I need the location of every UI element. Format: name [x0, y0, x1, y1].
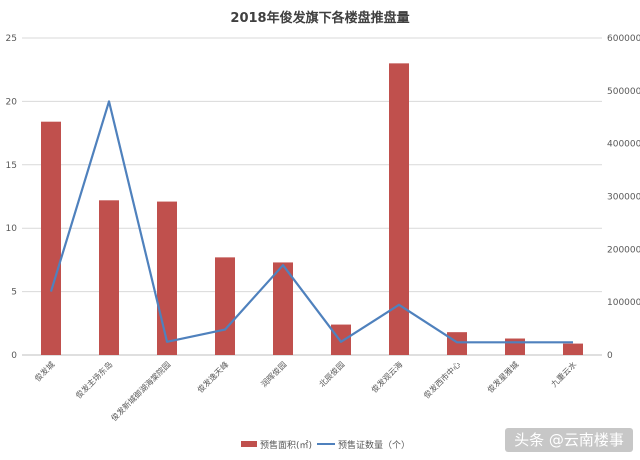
bar: [215, 257, 235, 355]
legend-line-label: 预售证数量（个）: [338, 439, 410, 451]
left-tick-label: 0: [11, 351, 17, 361]
left-tick-label: 15: [6, 161, 17, 171]
left-axis: 0 5 10 15 20 25: [6, 34, 18, 361]
bar: [41, 121, 61, 355]
category-label: 北辰俊园: [317, 359, 347, 389]
bar-series: [41, 63, 583, 356]
left-tick-label: 5: [11, 288, 17, 298]
category-label: 俊发新城御湖海棠院园: [109, 359, 173, 423]
right-axis: 0 100000 200000 300000 400000 500000 600000: [607, 34, 640, 361]
category-label: 九重云水: [549, 359, 579, 389]
chart-title: 2018年俊发旗下各楼盘推盘量: [230, 10, 409, 26]
left-tick-label: 10: [6, 224, 18, 234]
right-tick-label: 400000: [607, 140, 640, 150]
watermark-background: [505, 428, 633, 452]
legend-bar-label: 预售面积(㎡): [260, 439, 312, 451]
bar: [447, 332, 467, 355]
bar: [99, 200, 119, 355]
right-tick-label: 600000: [607, 34, 640, 44]
category-label: 俊发观云海: [369, 359, 404, 394]
bar: [331, 324, 351, 355]
right-tick-label: 500000: [607, 87, 640, 97]
bar: [505, 338, 525, 355]
bar: [273, 262, 293, 355]
category-label: 俊发西市中心: [421, 359, 462, 400]
category-label: 俊发主场东岛: [73, 359, 114, 400]
series-line: [49, 100, 573, 344]
right-tick-label: 300000: [607, 193, 640, 203]
legend-bar-swatch: [241, 441, 257, 447]
right-tick-label: 100000: [607, 298, 640, 308]
left-tick-label: 20: [6, 97, 18, 107]
category-label: 润晖俊园: [259, 359, 289, 389]
category-label: 俊发逸天峰: [195, 359, 230, 394]
watermark-text: 头条 @云南楼事: [514, 431, 624, 449]
left-tick-label: 25: [6, 34, 17, 44]
line-series: [49, 100, 574, 344]
bar: [389, 63, 409, 356]
bar: [157, 201, 177, 355]
right-tick-label: 0: [607, 351, 613, 361]
bar: [563, 343, 583, 355]
category-label: 俊发星雅城: [485, 359, 520, 394]
category-label: 俊发城: [32, 359, 56, 383]
legend: 预售面积(㎡) 预售证数量（个）: [241, 439, 410, 451]
right-tick-label: 200000: [607, 245, 640, 255]
watermark: 头条 @云南楼事: [505, 428, 633, 452]
